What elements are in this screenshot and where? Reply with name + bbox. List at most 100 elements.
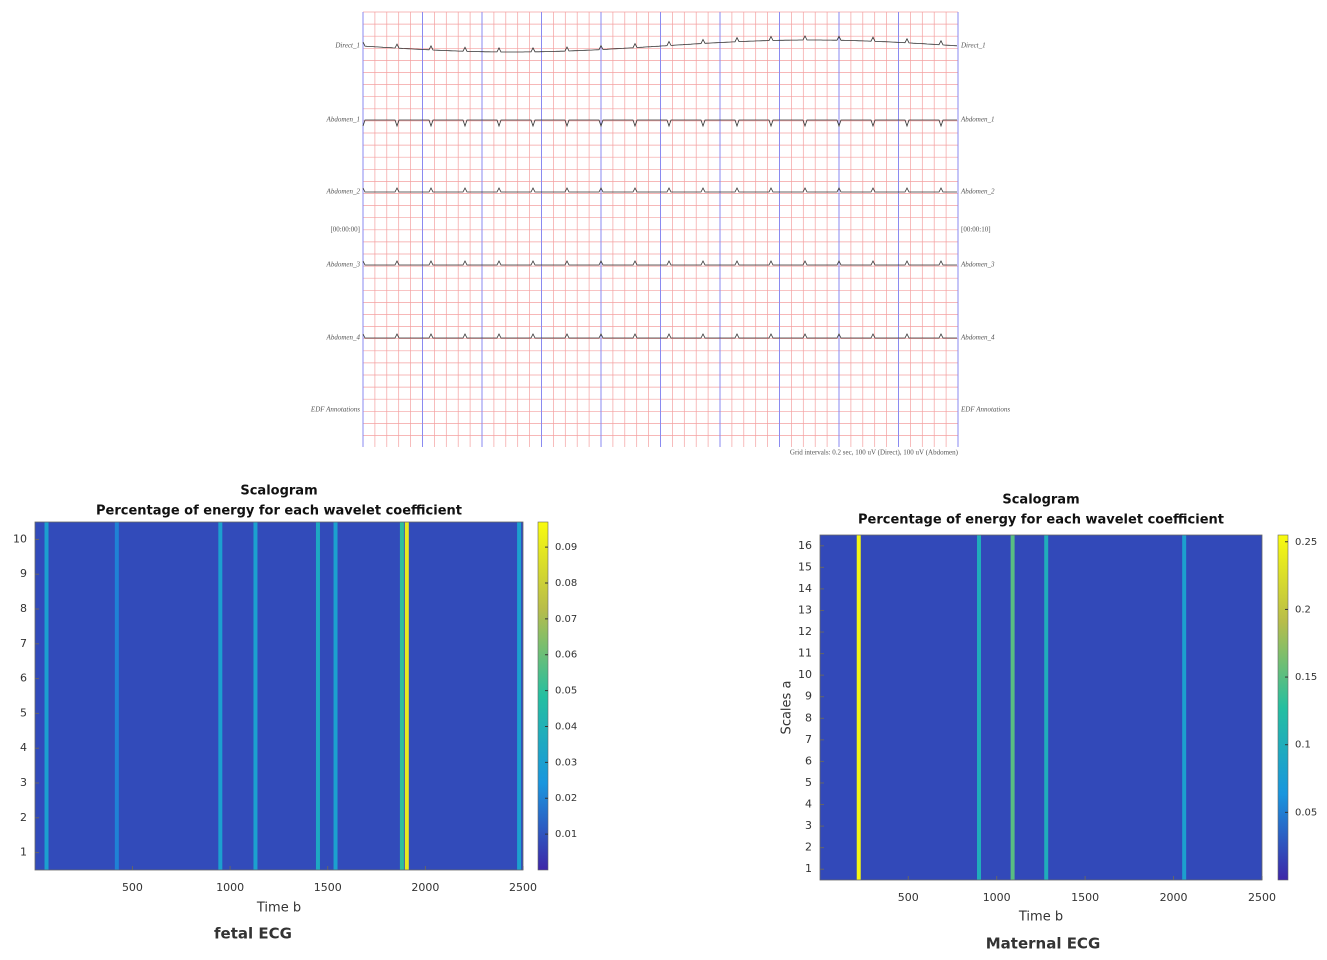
energy-stripe [517, 522, 522, 870]
trace [362, 333, 957, 339]
y-tick-label: 5 [805, 776, 812, 789]
x-axis-label: Time b [256, 901, 301, 916]
y-tick-label: 9 [805, 690, 812, 703]
x-tick-label: 500 [898, 891, 919, 904]
x-tick-label: 2000 [411, 881, 439, 894]
colorbar-tick-label: 0.2 [1295, 604, 1311, 615]
y-tick-label: 12 [798, 625, 812, 638]
colorbar-tick-label: 0.09 [555, 542, 577, 553]
x-tick-label: 500 [122, 881, 143, 894]
y-tick-label: 9 [20, 567, 27, 580]
heatmap-background [35, 522, 523, 870]
caption: Maternal ECG [986, 935, 1101, 953]
colorbar-tick-label: 0.07 [555, 614, 577, 625]
time-end: [00:00:10] [961, 226, 991, 234]
y-tick-label: 15 [798, 560, 812, 573]
y-tick-label: 7 [20, 637, 27, 650]
energy-stripe [856, 535, 861, 880]
channel-label: EDF Annotations [960, 406, 1010, 414]
y-tick-label: 7 [805, 733, 812, 746]
channel-label: Abdomen_3 [326, 261, 361, 269]
y-tick-label: 14 [798, 582, 812, 595]
energy-stripe [399, 522, 404, 870]
trace [362, 35, 958, 53]
caption: fetal ECG [214, 925, 292, 943]
chart-subtitle: Percentage of energy for each wavelet co… [858, 513, 1224, 528]
plot-frame [34, 521, 524, 871]
x-tick-label: 1500 [314, 881, 342, 894]
energy-stripe [333, 522, 338, 870]
colorbar-tick-label: 0.1 [1295, 740, 1311, 751]
heatmap-background [820, 535, 1262, 880]
y-tick-label: 10 [13, 532, 27, 545]
channel-label: Abdomen_4 [326, 334, 361, 342]
x-tick-label: 1000 [216, 881, 244, 894]
colorbar-tick-label: 0.15 [1295, 672, 1317, 683]
y-axis-label: Scales a [780, 681, 795, 735]
energy-stripe [1044, 535, 1049, 880]
colorbar-tick-label: 0.04 [555, 721, 577, 732]
y-tick-label: 11 [798, 647, 812, 660]
x-tick-label: 1500 [1071, 891, 1099, 904]
plot-frame [819, 534, 1263, 881]
y-tick-label: 10 [798, 668, 812, 681]
energy-stripe [253, 522, 258, 870]
y-tick-label: 4 [20, 741, 27, 754]
y-tick-label: 3 [20, 776, 27, 789]
x-axis-label: Time b [1018, 910, 1063, 925]
y-tick-label: 4 [805, 798, 812, 811]
channel-label: EDF Annotations [310, 406, 360, 414]
energy-stripe [44, 522, 49, 870]
y-tick-label: 6 [20, 672, 27, 685]
trace [362, 260, 957, 266]
energy-stripe [977, 535, 982, 880]
y-tick-label: 1 [20, 846, 27, 859]
colorbar-tick-label: 0.01 [555, 829, 577, 840]
colorbar-tick-label: 0.08 [555, 578, 577, 589]
colorbar-tick-label: 0.06 [555, 650, 577, 661]
y-tick-label: 5 [20, 706, 27, 719]
x-tick-label: 2500 [509, 881, 537, 894]
channel-label: Direct_1 [334, 42, 360, 50]
colorbar-tick-label: 0.05 [1295, 807, 1317, 818]
chart-title: Scalogram [240, 484, 317, 499]
energy-stripe [315, 522, 320, 870]
y-tick-label: 2 [20, 811, 27, 824]
channel-label: Direct_1 [960, 42, 986, 50]
chart-title: Scalogram [1002, 493, 1079, 508]
colorbar [1277, 534, 1289, 881]
x-tick-label: 2500 [1248, 891, 1276, 904]
ecg-panel: Direct_1 Direct_1 Abdomen_1 Abdomen_1 Abdome… [310, 11, 1010, 457]
y-tick-label: 8 [805, 711, 812, 724]
energy-stripe [1010, 535, 1015, 880]
time-start: [00:00:00] [330, 226, 360, 234]
colorbar-tick-label: 0.03 [555, 757, 577, 768]
y-tick-label: 2 [805, 841, 812, 854]
energy-stripe [404, 522, 409, 870]
colorbar-tick-label: 0.05 [555, 686, 577, 697]
channel-label: Abdomen_1 [960, 116, 994, 124]
y-tick-label: 13 [798, 603, 812, 616]
y-tick-label: 1 [805, 862, 812, 875]
energy-stripe [1182, 535, 1187, 880]
x-tick-label: 2000 [1160, 891, 1188, 904]
y-tick-label: 6 [805, 754, 812, 767]
trace [362, 187, 957, 193]
channel-label: Abdomen_3 [960, 261, 995, 269]
y-tick-label: 3 [805, 819, 812, 832]
colorbar-tick-label: 0.25 [1295, 537, 1317, 548]
channel-label: Abdomen_1 [326, 116, 360, 124]
channel-label: Abdomen_2 [326, 188, 361, 196]
y-tick-label: 16 [798, 539, 812, 552]
channel-label: Abdomen_4 [960, 334, 995, 342]
colorbar [537, 521, 549, 871]
footer: Grid intervals: 0.2 sec, 100 uV (Direct)… [790, 449, 959, 457]
channel-label: Abdomen_2 [960, 188, 995, 196]
y-tick-label: 8 [20, 602, 27, 615]
trace [362, 119, 957, 128]
colorbar-tick-label: 0.02 [555, 793, 577, 804]
chart-subtitle: Percentage of energy for each wavelet co… [96, 504, 462, 519]
energy-stripe [218, 522, 223, 870]
energy-stripe [114, 522, 119, 870]
